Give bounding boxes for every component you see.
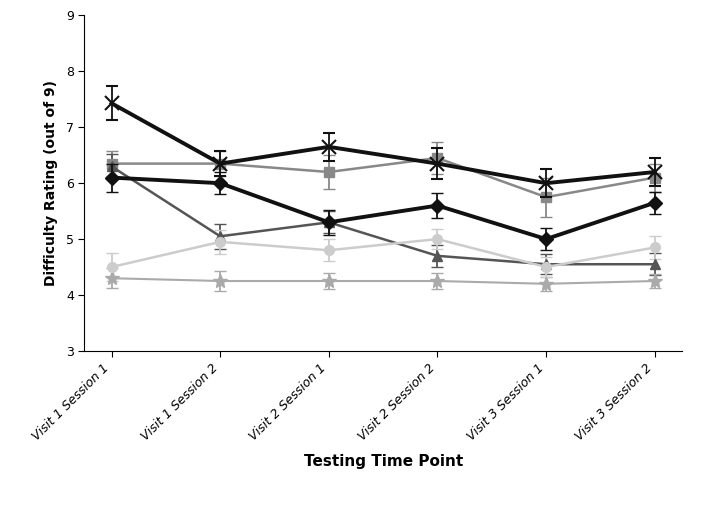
X-axis label: Testing Time Point: Testing Time Point bbox=[304, 454, 463, 469]
Y-axis label: Difficulty Rating (out of 9): Difficulty Rating (out of 9) bbox=[44, 80, 58, 286]
